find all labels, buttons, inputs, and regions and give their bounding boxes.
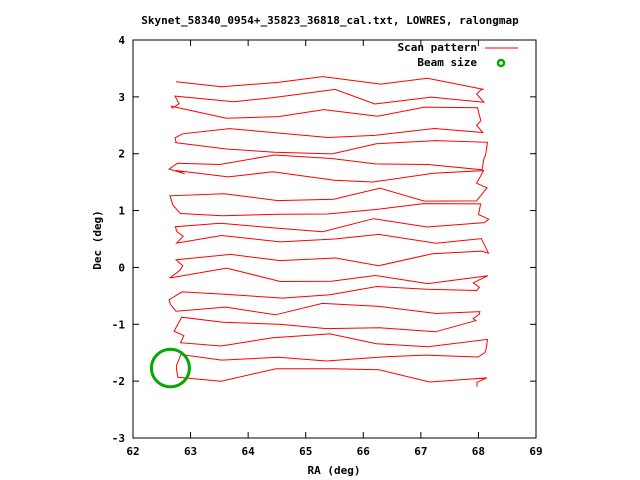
- x-tick-label: 64: [242, 445, 256, 458]
- x-tick-label: 62: [126, 445, 139, 458]
- y-tick-label: -3: [112, 432, 125, 445]
- x-tick-label: 69: [529, 445, 542, 458]
- x-tick-label: 65: [299, 445, 312, 458]
- legend-swatch-beam-size: [496, 58, 506, 68]
- y-tick-label: -1: [112, 318, 126, 331]
- y-tick-label: -2: [112, 375, 125, 388]
- beam-size-series: [149, 347, 191, 389]
- y-axis-label: Dec (deg): [91, 210, 104, 270]
- chart-title: Skynet_58340_0954+_35823_36818_cal.txt, …: [141, 14, 519, 27]
- legend-label-scan-pattern: Scan pattern: [398, 41, 477, 54]
- y-axis: -3 -2 -1 0 1 2 3 4: [112, 34, 536, 445]
- x-tick-label: 67: [414, 445, 427, 458]
- plot-frame: [132, 39, 537, 439]
- y-tick-label: 1: [118, 205, 125, 218]
- beam-size-circle: [149, 347, 191, 389]
- x-axis-label: RA (deg): [308, 464, 361, 477]
- scan-pattern-line: [167, 76, 490, 387]
- y-tick-label: 3: [118, 91, 125, 104]
- y-tick-label: 4: [118, 34, 125, 47]
- y-tick-label: 0: [118, 261, 125, 274]
- scan-pattern-series: [167, 76, 490, 387]
- y-tick-label: 2: [118, 148, 125, 161]
- x-tick-label: 66: [357, 445, 371, 458]
- x-axis: 62 63 64 65 66 67 68 69: [126, 40, 543, 458]
- legend-label-beam-size: Beam size: [417, 56, 477, 69]
- legend: Scan pattern Beam size: [398, 41, 518, 69]
- x-tick-label: 68: [472, 445, 485, 458]
- x-tick-label: 63: [184, 445, 197, 458]
